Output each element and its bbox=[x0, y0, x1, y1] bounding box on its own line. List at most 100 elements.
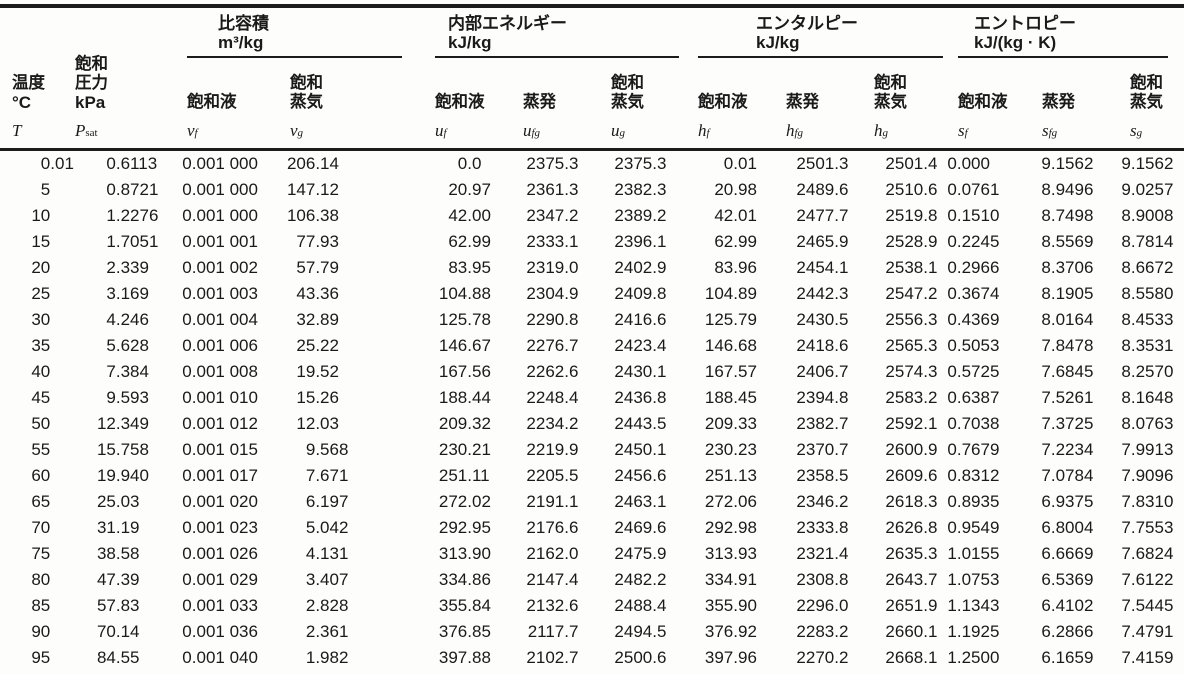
cell-T: 40 bbox=[31, 362, 51, 381]
column-header-hf: 飽和液 bbox=[665, 58, 755, 114]
column-header-line: 蒸発 bbox=[523, 93, 556, 111]
cell-hf: 146.68 bbox=[704, 336, 757, 355]
cell-hg: 2519.8 bbox=[885, 206, 938, 225]
cell-sg: 8.4533 bbox=[1121, 310, 1174, 329]
column-header-line: 飽和液 bbox=[187, 93, 237, 111]
cell-Psat: 2.339 bbox=[106, 258, 149, 277]
cell-vg: 147.12 bbox=[286, 180, 339, 199]
cell-T: 10 bbox=[31, 206, 51, 225]
cell-sf: 0.5053 bbox=[947, 336, 1000, 355]
cell-uf: 188.44 bbox=[438, 388, 491, 407]
cell-ufg: 2147.4 bbox=[526, 570, 579, 589]
cell-vf: 0.001 026 bbox=[182, 544, 258, 563]
cell-T: 30 bbox=[31, 310, 51, 329]
group-header-enthalpy: エンタルピー kJ/kg bbox=[698, 8, 943, 58]
cell-vf: 0.001 015 bbox=[182, 440, 258, 459]
cell-Psat: 31.19 bbox=[96, 518, 140, 537]
cell-ug: 2475.9 bbox=[614, 544, 667, 563]
cell-sfg: 6.8004 bbox=[1041, 518, 1094, 537]
cell-hfg: 2406.7 bbox=[796, 362, 849, 381]
cell-sfg: 8.7498 bbox=[1041, 206, 1094, 225]
cell-T: 75 bbox=[31, 544, 51, 563]
column-header-line: 蒸気 bbox=[611, 93, 644, 111]
cell-vf: 0.001 012 bbox=[182, 414, 258, 433]
cell-sg: 7.5445 bbox=[1121, 596, 1174, 615]
column-header-uf: 飽和液 bbox=[347, 58, 489, 114]
cell-hfg: 2430.5 bbox=[796, 310, 849, 329]
cell-hg: 2565.3 bbox=[885, 336, 938, 355]
cell-hg: 2592.1 bbox=[885, 414, 938, 433]
cell-Psat: 7.384 bbox=[106, 362, 149, 381]
cell-hfg: 2308.8 bbox=[796, 570, 849, 589]
column-header-line: 飽和液 bbox=[435, 93, 485, 111]
cell-sf: 0.9549 bbox=[947, 518, 1000, 537]
cell-ufg: 2176.6 bbox=[526, 518, 579, 537]
cell-vg: 9.568 bbox=[305, 440, 349, 459]
cell-ug: 2494.5 bbox=[614, 622, 667, 641]
column-symbol-ufg: u fg bbox=[523, 121, 541, 140]
cell-Psat: 38.58 bbox=[96, 544, 140, 563]
cell-Psat: 15.758 bbox=[96, 440, 149, 459]
cell-hfg: 2333.8 bbox=[796, 518, 849, 537]
cell-ufg: 2219.9 bbox=[526, 440, 579, 459]
cell-ug: 2382.3 bbox=[614, 180, 667, 199]
cell-ufg: 2117.7 bbox=[527, 622, 579, 641]
cell-sg: 8.1648 bbox=[1121, 388, 1174, 407]
cell-ug: 2450.1 bbox=[614, 440, 667, 459]
cell-T: 35 bbox=[31, 336, 51, 355]
cell-Psat: 47.39 bbox=[96, 570, 140, 589]
cell-sf: 0.2966 bbox=[947, 258, 1000, 277]
cell-sf: 1.0753 bbox=[947, 570, 1000, 589]
cell-hfg: 2346.2 bbox=[796, 492, 849, 511]
cell-T: 95 bbox=[31, 648, 51, 667]
group-title: エントロピー bbox=[974, 14, 1076, 33]
cell-uf: 313.90 bbox=[438, 544, 491, 563]
group-unit: kJ/kg bbox=[448, 33, 492, 52]
cell-hg: 2651.9 bbox=[885, 596, 938, 615]
cell-T: 5 bbox=[40, 180, 51, 199]
cell-uf: 125.78 bbox=[438, 310, 491, 329]
cell-uf: 376.85 bbox=[438, 622, 491, 641]
cell-T: 25 bbox=[31, 284, 51, 303]
cell-sf: 1.0155 bbox=[947, 544, 1000, 563]
cell-Psat: 0.8721 bbox=[106, 180, 159, 199]
cell-ufg: 2102.7 bbox=[526, 648, 579, 667]
cell-hf: 272.06 bbox=[704, 492, 757, 511]
cell-vf: 0.001 033 bbox=[182, 596, 258, 615]
column-header-sfg: 蒸発 bbox=[998, 58, 1092, 114]
column-header-line: 飽和 bbox=[1130, 74, 1163, 92]
cell-uf: 334.86 bbox=[438, 570, 491, 589]
cell-sg: 7.4791 bbox=[1121, 622, 1174, 641]
cell-hfg: 2501.3 bbox=[796, 154, 849, 173]
cell-hf: 0.01 bbox=[723, 154, 757, 173]
cell-uf: 397.88 bbox=[438, 648, 491, 667]
cell-vg: 1.982 bbox=[305, 648, 349, 667]
cell-sfg: 6.1659 bbox=[1041, 648, 1094, 667]
column-header-line: 飽和 bbox=[611, 74, 644, 92]
cell-vg: 25.22 bbox=[296, 336, 339, 355]
cell-sf: 0.6387 bbox=[947, 388, 1000, 407]
column-header-sg: 飽和 蒸気 bbox=[1092, 58, 1172, 114]
cell-hfg: 2270.2 bbox=[796, 648, 849, 667]
cell-sf: 1.1925 bbox=[947, 622, 1000, 641]
column-header-line: 飽和液 bbox=[958, 93, 1008, 111]
cell-T: 80 bbox=[31, 570, 51, 589]
cell-T: 60 bbox=[31, 466, 51, 485]
cell-hfg: 2283.2 bbox=[796, 622, 849, 641]
cell-vf: 0.001 000 bbox=[182, 206, 258, 225]
cell-sfg: 8.3706 bbox=[1041, 258, 1094, 277]
cell-vg: 57.79 bbox=[296, 258, 339, 277]
group-title: 内部エネルギー bbox=[448, 14, 567, 33]
cell-ufg: 2162.0 bbox=[526, 544, 579, 563]
cell-hfg: 2465.9 bbox=[796, 232, 849, 251]
cell-sfg: 6.4102 bbox=[1041, 596, 1094, 615]
cell-hfg: 2418.6 bbox=[796, 336, 849, 355]
cell-sfg: 6.9375 bbox=[1041, 492, 1094, 511]
cell-vf: 0.001 017 bbox=[182, 466, 258, 485]
cell-vg: 6.197 bbox=[305, 492, 349, 511]
group-unit: kJ/(kg · K) bbox=[974, 33, 1057, 52]
cell-uf: 272.02 bbox=[438, 492, 491, 511]
